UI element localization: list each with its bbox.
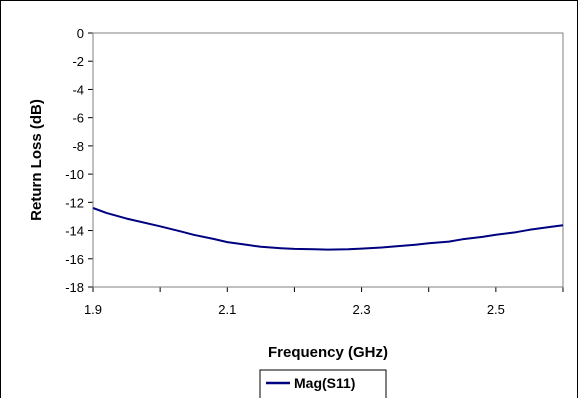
series-layer xyxy=(92,207,564,251)
series-line-mag-s11 xyxy=(92,207,564,251)
y-tick-label: -2 xyxy=(72,54,84,69)
legend[interactable]: Mag(S11) xyxy=(259,369,387,398)
x-tick-label: 2.3 xyxy=(353,302,371,317)
x-tick-label: 2.5 xyxy=(487,302,505,317)
y-axis-ticks: 0 -2 -4 -6 -8 -10 -12 -14 -16 -18 xyxy=(65,26,93,295)
x-tick-label: 1.9 xyxy=(84,302,102,317)
x-axis-ticks: 1.9 2.1 2.3 2.5 xyxy=(84,287,564,317)
legend-label: Mag(S11) xyxy=(294,375,355,391)
y-tick-label: -16 xyxy=(65,252,84,267)
y-tick-label: 0 xyxy=(77,26,84,41)
y-tick-label: -10 xyxy=(65,167,84,182)
plot-area xyxy=(92,32,564,288)
x-tick-label: 2.1 xyxy=(218,302,236,317)
y-tick-label: -8 xyxy=(72,139,84,154)
y-tick-label: -18 xyxy=(65,280,84,295)
y-tick-label: -14 xyxy=(65,224,84,239)
y-tick-label: -6 xyxy=(72,111,84,126)
y-tick-label: -12 xyxy=(65,195,84,210)
x-axis-title: Frequency (GHz) xyxy=(268,344,388,361)
y-axis-title: Return Loss (dB) xyxy=(28,99,45,221)
y-tick-label: -4 xyxy=(72,82,84,97)
